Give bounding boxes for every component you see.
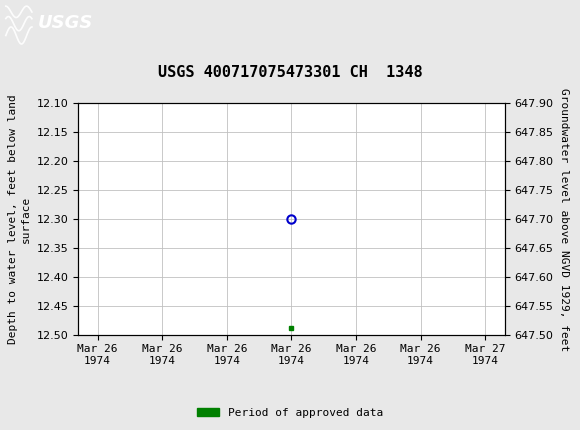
Text: USGS 400717075473301 CH  1348: USGS 400717075473301 CH 1348 (158, 65, 422, 80)
Y-axis label: Groundwater level above NGVD 1929, feet: Groundwater level above NGVD 1929, feet (559, 88, 569, 351)
Legend: Period of approved data: Period of approved data (193, 403, 387, 422)
Text: USGS: USGS (38, 14, 93, 32)
Y-axis label: Depth to water level, feet below land
surface: Depth to water level, feet below land su… (8, 95, 31, 344)
